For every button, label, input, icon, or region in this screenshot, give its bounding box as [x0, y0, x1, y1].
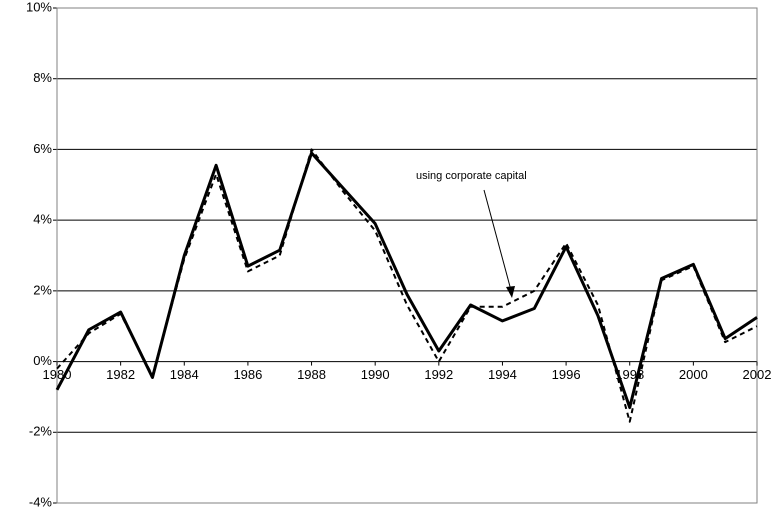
plot-border: [56, 7, 758, 504]
x-tick-label: 1982: [106, 367, 135, 382]
x-tick-label: 1994: [488, 367, 517, 382]
x-tick-label: 1986: [233, 367, 262, 382]
x-tick-label: 2002: [743, 367, 772, 382]
x-tick-label: 1992: [424, 367, 453, 382]
annotation-arrowhead: [506, 286, 515, 298]
y-tick-label: 6%: [33, 141, 52, 156]
x-tick-label: 1996: [552, 367, 581, 382]
annotation: using corporate capital: [416, 170, 527, 182]
y-tick-label: -4%: [29, 494, 53, 509]
x-tick-label: 2000: [679, 367, 708, 382]
y-tick-label: 2%: [33, 282, 52, 297]
y-tick-label: 0%: [33, 353, 52, 368]
series-line: [56, 148, 758, 423]
x-tick-label: 1988: [297, 367, 326, 382]
y-tick-label: 10%: [26, 0, 52, 14]
annotation-arrow: [483, 189, 513, 295]
x-tick-label: 1984: [170, 367, 199, 382]
series-line: [55, 151, 758, 410]
y-tick-label: -2%: [29, 424, 53, 439]
x-tick-label: 1990: [361, 367, 390, 382]
y-tick-label: 4%: [33, 212, 52, 227]
y-tick-label: 8%: [33, 70, 52, 85]
